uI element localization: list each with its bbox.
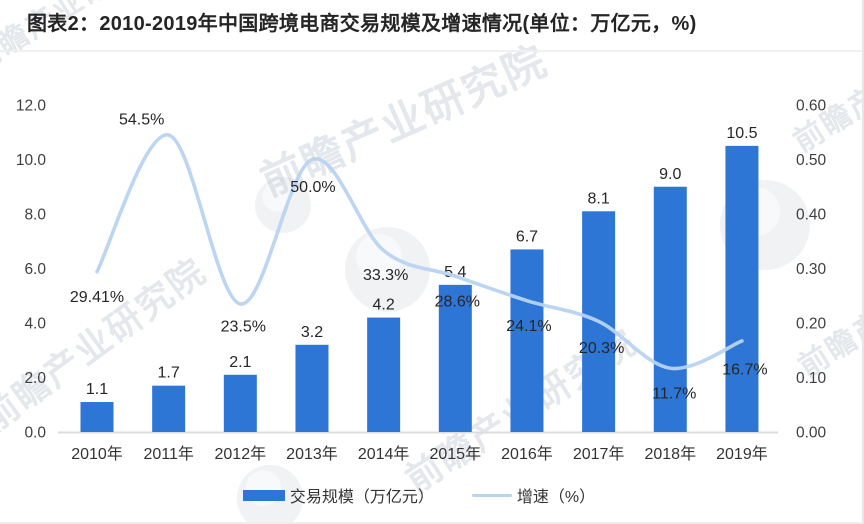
- x-axis-label: 2017年: [573, 445, 625, 463]
- bar: [295, 344, 329, 432]
- bar-value-label: 2.1: [229, 354, 251, 371]
- growth-point-label: 24.1%: [506, 318, 551, 335]
- right-axis-tick-label: 0.00: [796, 425, 827, 442]
- bar: [653, 186, 687, 432]
- x-axis-label: 2013年: [286, 445, 338, 463]
- right-axis-tick-label: 0.60: [796, 98, 827, 115]
- bar-value-label: 1.1: [86, 381, 108, 398]
- title-separator: [0, 50, 862, 52]
- x-axis-label: 2012年: [215, 445, 267, 463]
- growth-point-label: 28.6%: [435, 294, 480, 311]
- left-axis-tick-label: 6.0: [24, 261, 46, 278]
- right-axis-tick-label: 0.40: [796, 207, 827, 224]
- bar-value-label: 4.2: [373, 297, 395, 314]
- bar: [223, 374, 257, 432]
- x-axis-label: 2018年: [644, 445, 696, 463]
- bar-value-label: 1.7: [158, 365, 180, 382]
- right-axis-tick-label: 0.30: [796, 261, 827, 278]
- growth-line: [95, 133, 744, 371]
- growth-point-label: 33.3%: [363, 267, 408, 284]
- bar-value-label: 3.2: [301, 324, 323, 341]
- growth-point-label: 29.41%: [70, 289, 124, 306]
- growth-point-label: 50.0%: [290, 179, 335, 196]
- bar-value-label: 9.0: [659, 166, 681, 183]
- growth-point-label: 23.5%: [221, 318, 266, 335]
- bar-value-label: 6.7: [516, 228, 538, 245]
- bar: [80, 402, 114, 432]
- left-axis-tick-label: 10.0: [16, 152, 47, 169]
- growth-point-label: 20.3%: [579, 340, 624, 357]
- legend-item-line: 增速（%）: [471, 483, 596, 507]
- x-axis-label: 2019年: [716, 445, 768, 463]
- legend-item-bar: 交易规模（万亿元）: [242, 483, 434, 507]
- bar: [152, 385, 186, 432]
- line-series-swatch: [471, 493, 512, 497]
- bar: [438, 284, 472, 432]
- left-axis-tick-label: 8.0: [24, 207, 46, 224]
- x-axis-label: 2015年: [429, 445, 481, 463]
- right-axis-tick-label: 0.50: [796, 152, 827, 169]
- right-axis-tick-label: 0.20: [796, 316, 827, 333]
- x-axis-label: 2014年: [358, 445, 410, 463]
- x-axis-label: 2011年: [143, 445, 193, 463]
- bar-series-swatch: [242, 489, 285, 501]
- bar-value-label: 10.5: [726, 125, 757, 142]
- x-axis-label: 2016年: [501, 445, 553, 463]
- left-axis-tick-label: 0.0: [24, 425, 46, 442]
- bar: [367, 317, 401, 432]
- growth-point-label: 16.7%: [722, 361, 767, 378]
- x-axis-label: 2010年: [71, 445, 123, 463]
- bar: [510, 249, 544, 432]
- left-axis-tick-label: 2.0: [24, 370, 46, 387]
- bar-value-label: 8.1: [587, 190, 609, 207]
- bar: [725, 145, 759, 432]
- legend-label-line: 增速（%）: [516, 489, 596, 506]
- legend-label-bar: 交易规模（万亿元）: [289, 489, 434, 506]
- growth-point-label: 11.7%: [652, 386, 696, 403]
- right-axis-tick-label: 0.10: [796, 370, 827, 387]
- left-axis-tick-label: 4.0: [24, 316, 46, 333]
- legend: 交易规模（万亿元） 增速（%）: [0, 483, 850, 507]
- growth-point-label: 54.5%: [119, 111, 164, 128]
- left-axis-tick-label: 12.0: [16, 98, 47, 115]
- chart-title: 图表2：2010-2019年中国跨境电商交易规模及增速情况(单位：万亿元，%): [27, 13, 697, 35]
